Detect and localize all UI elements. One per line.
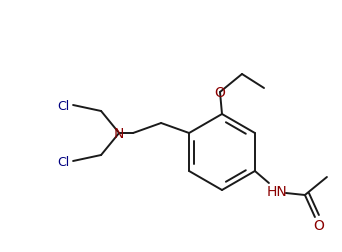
Text: N: N: [114, 127, 124, 140]
Text: Cl: Cl: [57, 99, 69, 112]
Text: Cl: Cl: [57, 155, 69, 168]
Text: O: O: [214, 86, 225, 100]
Text: HN: HN: [266, 184, 287, 198]
Text: O: O: [314, 218, 324, 232]
